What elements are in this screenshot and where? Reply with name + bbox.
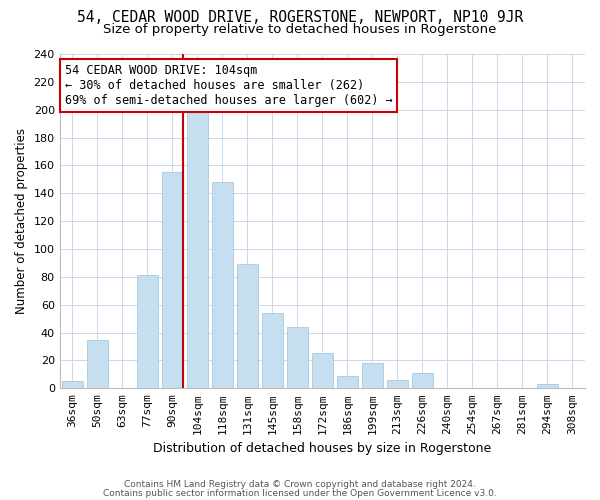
Bar [137, 276, 158, 388]
Y-axis label: Number of detached properties: Number of detached properties [15, 128, 28, 314]
Text: Contains HM Land Registry data © Crown copyright and database right 2024.: Contains HM Land Registry data © Crown c… [124, 480, 476, 489]
Bar [187, 107, 208, 388]
Bar [212, 182, 233, 388]
Bar [161, 172, 183, 388]
Text: Contains public sector information licensed under the Open Government Licence v3: Contains public sector information licen… [103, 488, 497, 498]
Bar [537, 384, 558, 388]
Bar [412, 373, 433, 388]
Bar [387, 380, 408, 388]
Text: 54 CEDAR WOOD DRIVE: 104sqm
← 30% of detached houses are smaller (262)
69% of se: 54 CEDAR WOOD DRIVE: 104sqm ← 30% of det… [65, 64, 392, 107]
Bar [362, 363, 383, 388]
Bar [337, 376, 358, 388]
Bar [262, 313, 283, 388]
Bar [86, 340, 108, 388]
Bar [287, 327, 308, 388]
Bar [236, 264, 258, 388]
Bar [62, 382, 83, 388]
Text: 54, CEDAR WOOD DRIVE, ROGERSTONE, NEWPORT, NP10 9JR: 54, CEDAR WOOD DRIVE, ROGERSTONE, NEWPOR… [77, 10, 523, 25]
X-axis label: Distribution of detached houses by size in Rogerstone: Distribution of detached houses by size … [153, 442, 491, 455]
Bar [312, 354, 333, 388]
Text: Size of property relative to detached houses in Rogerstone: Size of property relative to detached ho… [103, 22, 497, 36]
